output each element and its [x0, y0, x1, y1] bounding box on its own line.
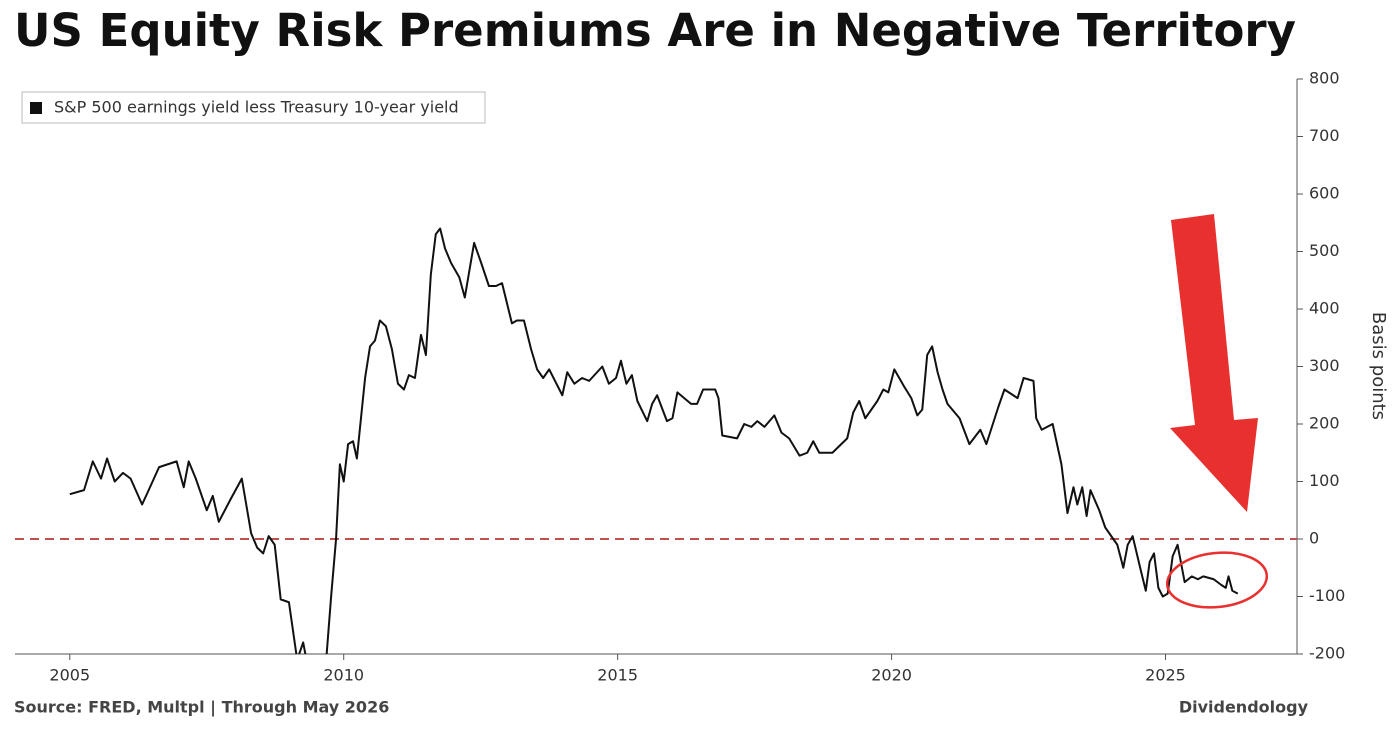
y-tick-label: -200: [1309, 644, 1345, 663]
y-axis-label: Basis points: [1368, 312, 1389, 420]
y-tick-label: 400: [1309, 299, 1340, 318]
arrow-annotation: [1170, 214, 1258, 512]
legend-swatch: [30, 102, 42, 114]
data-line: [69, 227, 1239, 654]
legend-box: [21, 91, 486, 124]
plot-area: -200 -100 0 100 200 300 400 500 600 700 800 2005 201…: [15, 69, 1345, 685]
y-tick-label: 800: [1309, 69, 1340, 88]
credit: Dividendology: [1179, 698, 1309, 717]
y-tick-label: 700: [1309, 126, 1340, 145]
x-tick-label: 2005: [49, 666, 90, 685]
circle-annotation: [1165, 551, 1269, 609]
y-tick-label: -100: [1309, 586, 1345, 605]
y-tick-label: 500: [1309, 241, 1340, 260]
y-tick-label: 200: [1309, 414, 1340, 433]
x-tick-label: 2010: [323, 666, 364, 685]
chart-title: US Equity Risk Premiums Are in Negative …: [14, 4, 1296, 57]
x-tick-label: 2025: [1145, 666, 1186, 685]
y-tick-label: 100: [1309, 471, 1340, 490]
x-tick-label: 2015: [597, 666, 638, 685]
x-tick-label: 2020: [871, 666, 912, 685]
source-note: Source: FRED, Multpl | Through May 2026: [14, 698, 389, 718]
y-tick-label: 600: [1309, 184, 1340, 203]
y-tick-label: 0: [1309, 529, 1319, 548]
legend-label: S&P 500 earnings yield less Treasury 10-…: [54, 98, 459, 117]
y-tick-label: 300: [1309, 356, 1340, 375]
